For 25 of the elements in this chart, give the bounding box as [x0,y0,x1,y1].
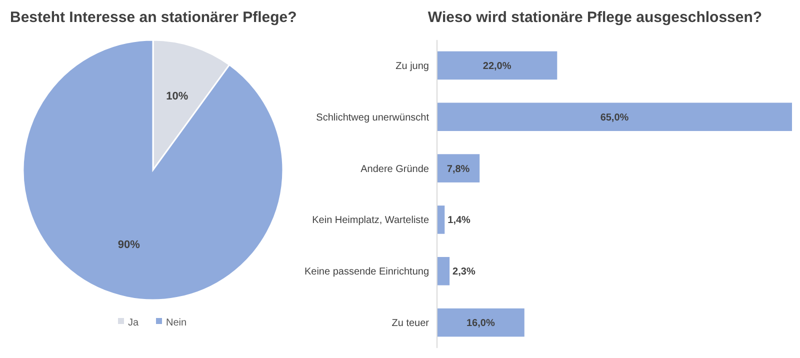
data-label: 7,8% [446,164,470,175]
bar [437,206,445,234]
legend-label: Ja [128,318,139,328]
bar [437,102,792,132]
y-tick-label: Zu jung [396,60,429,72]
bar [437,51,558,80]
legend-label: Nein [166,318,187,328]
y-tick-label: Schlichtweg unerwünscht [316,112,430,124]
chart-title: Besteht Interesse an stationärer Pflege? [10,9,297,26]
y-tick-label: Andere Gründe [360,164,430,175]
pie-slice [22,39,284,301]
y-tick-label: Kein Heimplatz, Warteliste [312,215,430,226]
data-label: 16,0% [466,318,495,330]
y-tick-label: Zu teuer [392,318,430,330]
bar [437,256,450,286]
y-tick-label: Keine passende Einrichtung [304,266,429,278]
data-label: 90% [118,239,140,252]
data-label: 22,0% [482,60,512,72]
data-label: 65,0% [600,112,629,124]
chart-title: Wieso wird stationäre Pflege ausgeschlossen? [428,9,762,26]
data-label: 2,3% [452,266,476,278]
data-label: 10% [166,90,188,103]
data-label: 1,4% [448,215,471,226]
bar [437,154,480,182]
bar [437,308,524,337]
